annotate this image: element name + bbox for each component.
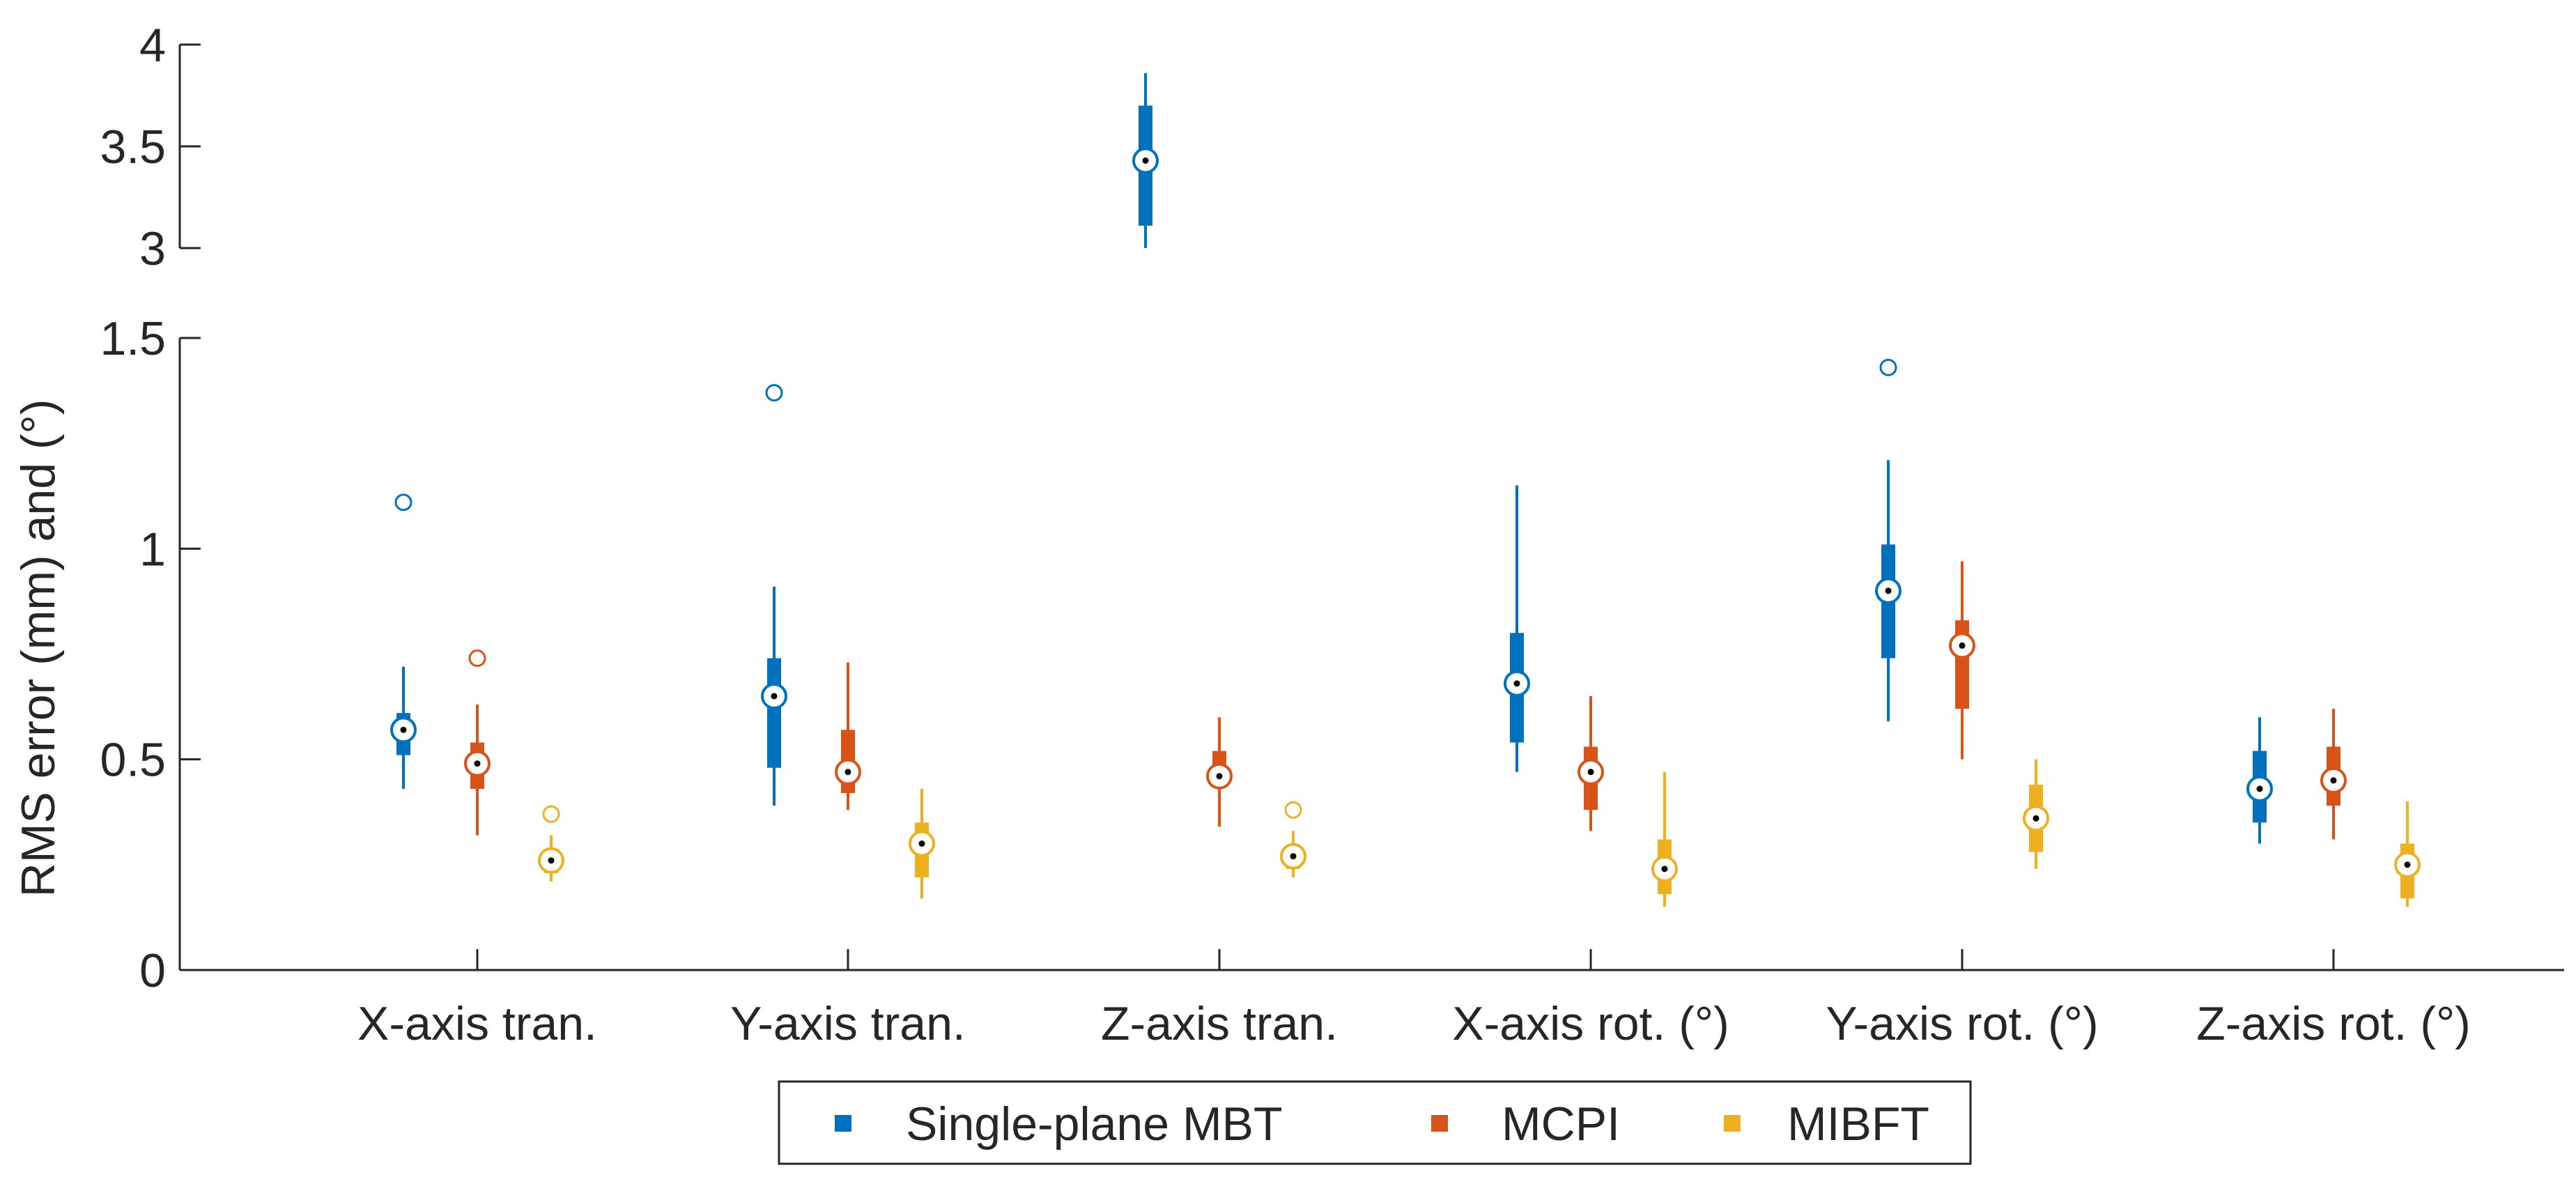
legend-frame xyxy=(778,1080,1972,1165)
box-group xyxy=(2320,709,2347,840)
legend-label-mcpi: MCPI xyxy=(1502,1098,1620,1151)
box-group xyxy=(1280,801,1306,877)
median-dot xyxy=(1142,157,1149,164)
outlier-point xyxy=(1879,358,1897,376)
median-dot xyxy=(771,693,778,700)
lower-y-tick-label: 0.5 xyxy=(100,734,166,787)
box-group xyxy=(2394,801,2421,907)
x-tick-label: Z-axis rot. (°) xyxy=(2196,997,2471,1050)
median-dot xyxy=(1587,769,1594,776)
box-group xyxy=(1206,717,1233,827)
box-group xyxy=(2246,717,2273,844)
box xyxy=(767,658,781,768)
box-group xyxy=(1132,72,1159,248)
upper-y-tick-label: 4 xyxy=(139,19,166,72)
legend-label-single-plane-mbt: Single-plane MBT xyxy=(906,1098,1282,1151)
box-group xyxy=(1949,561,1975,760)
x-tick-label: Z-axis tran. xyxy=(1101,997,1338,1050)
outlier-point xyxy=(1284,801,1302,819)
median-dot xyxy=(2330,777,2337,784)
median-dot xyxy=(2033,815,2039,822)
median-dot xyxy=(2404,861,2411,868)
lower-y-tick-label: 1.5 xyxy=(100,312,166,365)
median-dot xyxy=(548,857,555,864)
box-group xyxy=(909,788,935,899)
x-tick-label: Y-axis tran. xyxy=(730,997,966,1050)
legend-marker-mibft xyxy=(1724,1115,1741,1132)
y-axis-label: RMS error (mm) and (°) xyxy=(12,399,65,898)
upper-y-tick-label: 3 xyxy=(139,222,166,275)
median-dot xyxy=(474,760,481,767)
box-plot-marks xyxy=(390,72,2421,907)
lower-y-tick-label: 0 xyxy=(139,944,166,997)
box-group xyxy=(1651,771,1678,907)
box-group xyxy=(1875,358,1902,722)
median-dot xyxy=(2256,785,2263,792)
lower-y-tick-label: 1 xyxy=(139,523,166,576)
upper-y-axis: 33.54 xyxy=(100,19,201,275)
legend: Single-plane MBT MCPI MIBFT xyxy=(778,1080,1972,1165)
median-dot xyxy=(1885,587,1892,594)
outlier-point xyxy=(394,493,412,511)
outlier-point xyxy=(542,805,560,823)
x-tick-label: X-axis tran. xyxy=(357,997,597,1050)
median-dot xyxy=(1290,853,1297,860)
median-dot xyxy=(1959,642,1966,649)
box-group xyxy=(2023,759,2049,869)
outlier-point xyxy=(765,384,783,402)
x-axis: X-axis tran. Y-axis tran. Z-axis tran. X-ax… xyxy=(180,949,2564,1050)
box-group xyxy=(390,493,417,789)
outlier-point xyxy=(468,649,486,668)
box-group xyxy=(464,649,491,836)
median-dot xyxy=(844,769,851,776)
upper-y-tick-label: 3.5 xyxy=(100,121,166,174)
x-tick-label: X-axis rot. (°) xyxy=(1452,997,1729,1050)
median-dot xyxy=(918,840,925,847)
box-group xyxy=(1504,485,1530,772)
median-dot xyxy=(1216,773,1223,780)
box-group xyxy=(835,662,861,810)
box-group xyxy=(1578,695,1604,831)
x-tick-label: Y-axis rot. (°) xyxy=(1826,997,2098,1050)
legend-marker-single-plane-mbt xyxy=(835,1115,851,1132)
lower-y-axis: 0 0.5 1 1.5 xyxy=(100,312,201,997)
box-group xyxy=(761,384,787,806)
legend-marker-mcpi xyxy=(1431,1115,1448,1132)
median-dot xyxy=(1661,866,1668,872)
box-group xyxy=(538,805,564,882)
median-dot xyxy=(1513,680,1520,687)
median-dot xyxy=(400,726,407,733)
legend-label-mibft: MIBFT xyxy=(1787,1098,1929,1151)
